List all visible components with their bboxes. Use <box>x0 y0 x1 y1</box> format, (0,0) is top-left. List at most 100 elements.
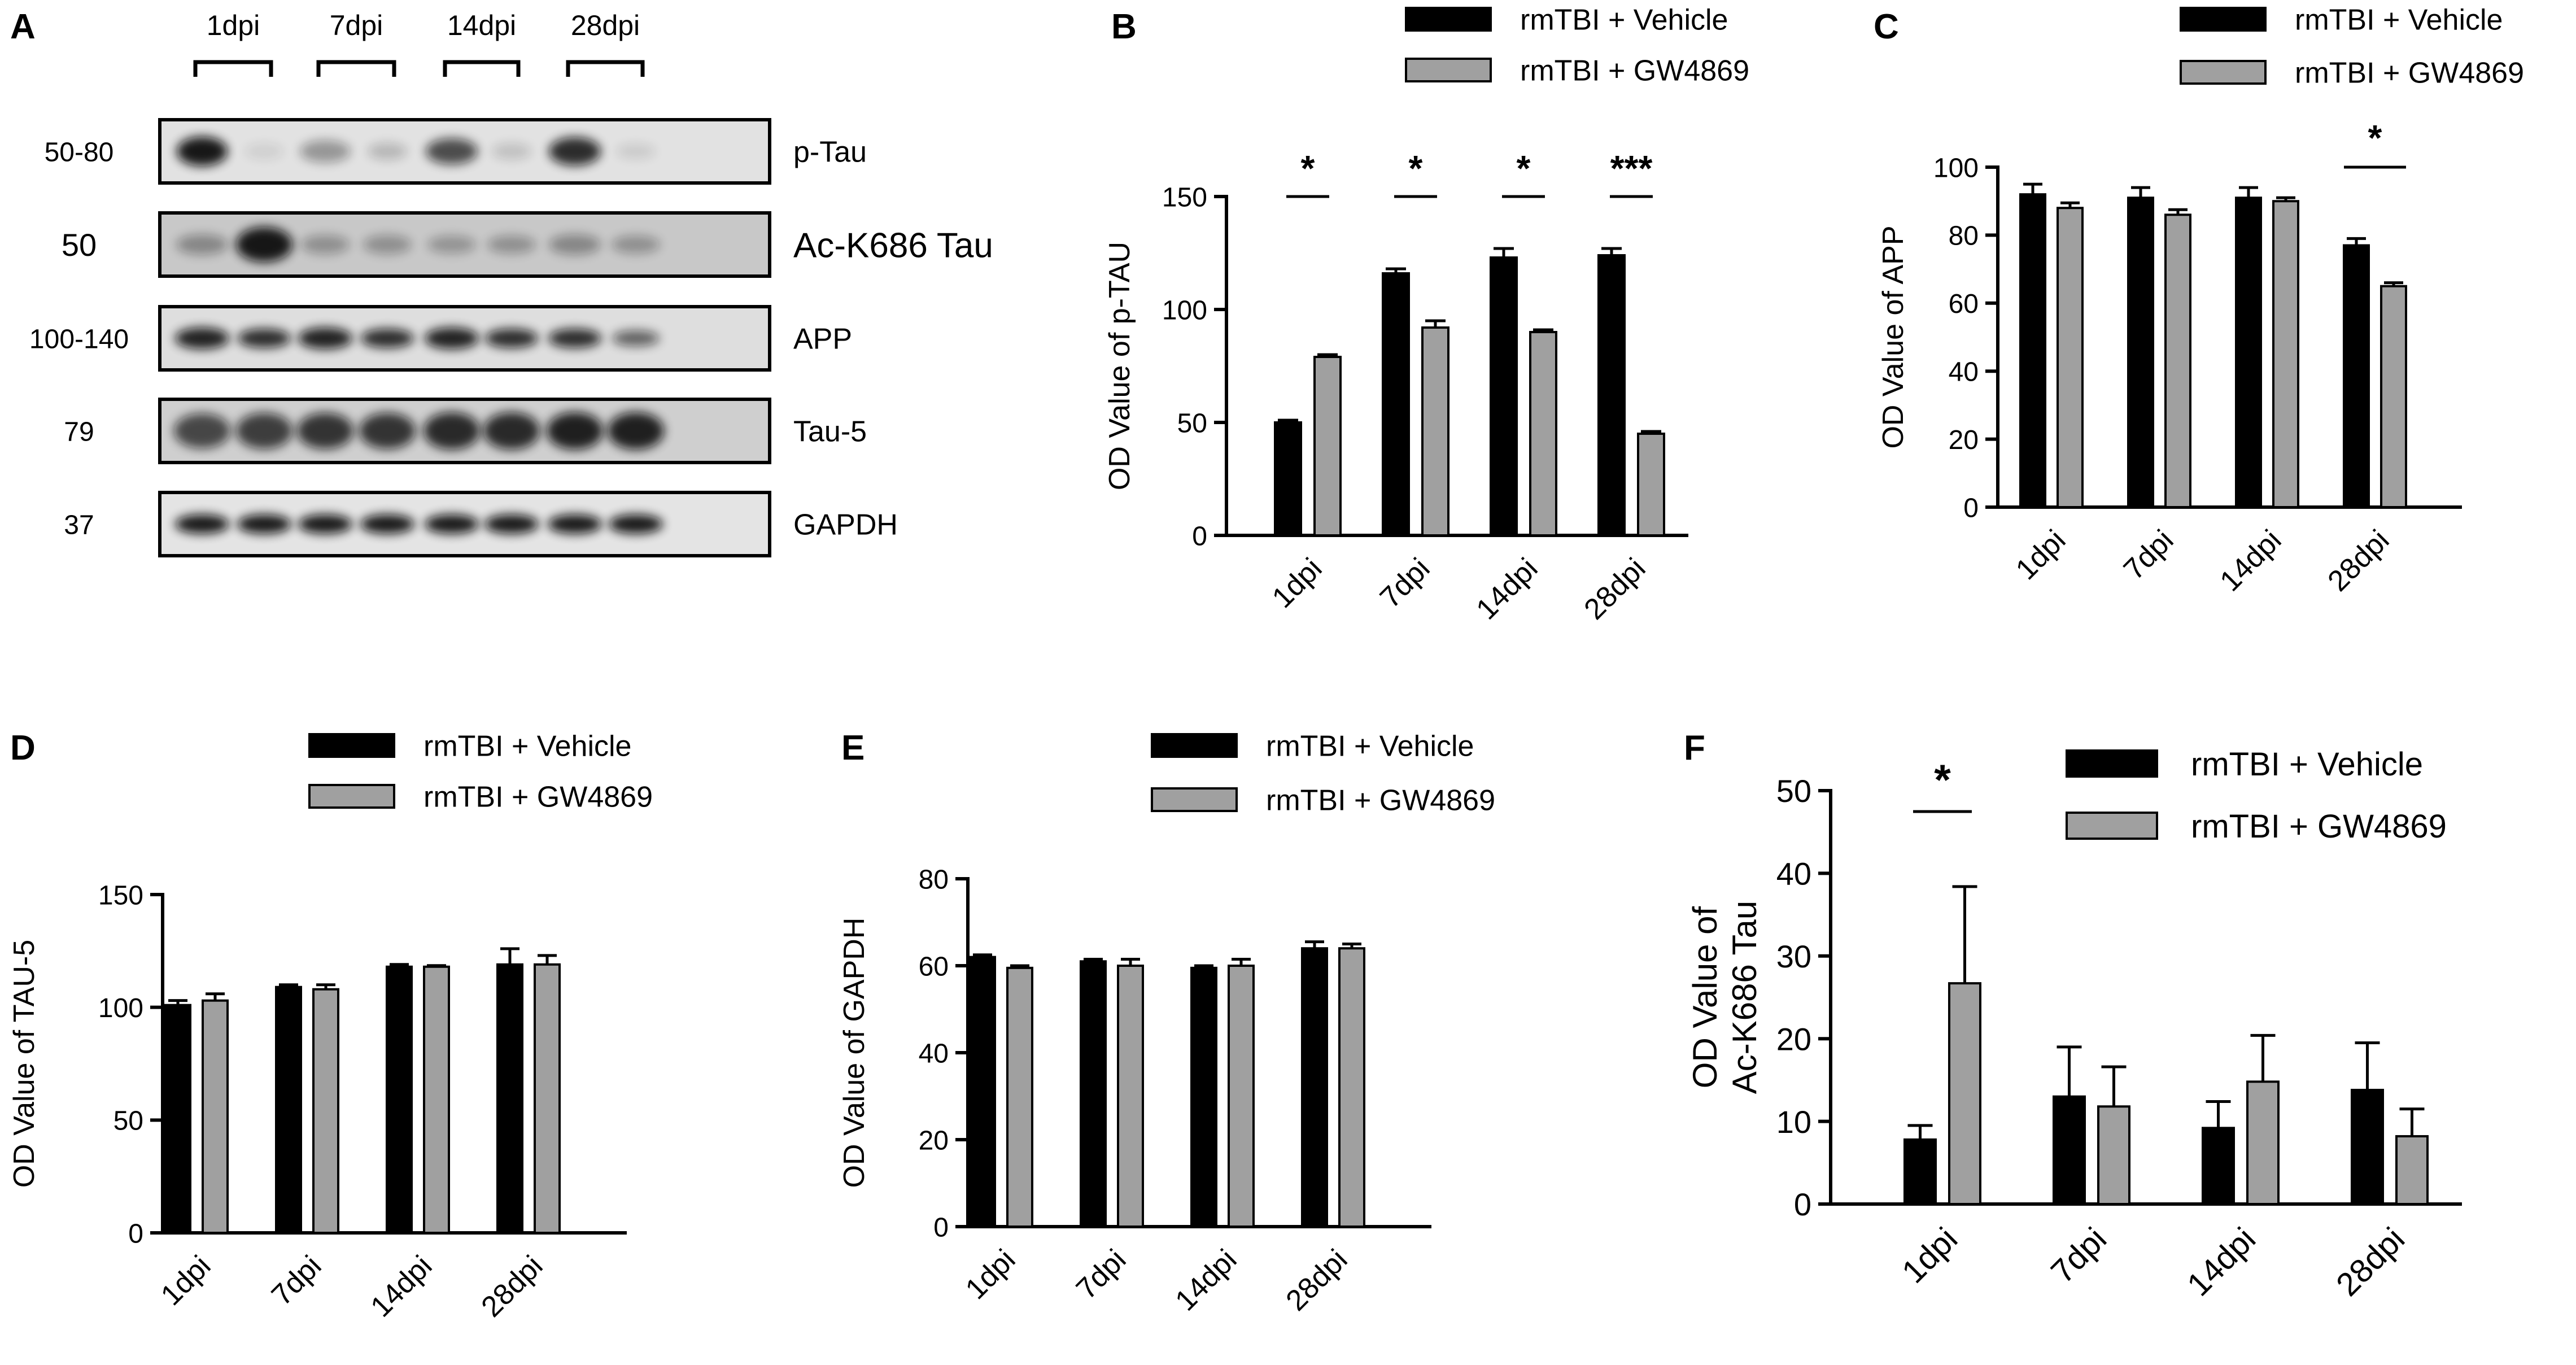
protein-label: Tau-5 <box>793 416 867 448</box>
y-axis-title: Ac-K686 Tau <box>1726 901 1763 1094</box>
protein-label: APP <box>793 323 852 356</box>
bar-gw4869 <box>534 963 561 1234</box>
blot-band <box>237 514 291 534</box>
y-tick-label: 60 <box>1949 289 1979 319</box>
legend-label: rmTBI + Vehicle <box>423 730 631 763</box>
bar-vehicle <box>386 965 413 1234</box>
y-tick-label: 0 <box>128 1219 143 1249</box>
protein-label: GAPDH <box>793 509 898 542</box>
blot-band <box>612 236 660 254</box>
molecular-weight-label: 100-140 <box>29 324 129 354</box>
blot-band <box>359 413 416 449</box>
protein-label: p-Tau <box>793 136 867 169</box>
bar-gw4869 <box>1529 331 1557 537</box>
x-tick-label: 14dpi <box>1169 1243 1243 1317</box>
legend-swatch-vehicle <box>1151 733 1238 758</box>
lane-bracket <box>316 60 396 77</box>
legend-label: rmTBI + GW4869 <box>1266 784 1495 817</box>
legend-swatch-gw4869 <box>2180 60 2267 85</box>
legend-label: rmTBI + Vehicle <box>1266 730 1474 763</box>
bar-gw4869 <box>1421 326 1449 537</box>
legend-swatch-gw4869 <box>308 784 395 809</box>
blot-band <box>361 329 414 348</box>
x-tick-label: 14dpi <box>365 1249 439 1323</box>
y-tick-label: 20 <box>919 1126 949 1155</box>
blot-band <box>485 329 538 348</box>
bar-gw4869 <box>423 965 450 1234</box>
blot-band <box>484 514 539 534</box>
bar-vehicle <box>164 1004 191 1234</box>
y-tick-label: 150 <box>1162 182 1207 212</box>
bar-gw4869 <box>1313 356 1342 537</box>
legend-label: rmTBI + GW4869 <box>1520 55 1749 88</box>
lane-bracket <box>193 60 273 77</box>
panel-letter: C <box>1874 7 1899 46</box>
blot-band <box>175 514 229 534</box>
y-axis-title: OD Value of TAU-5 <box>8 940 41 1188</box>
blot-band <box>608 412 664 450</box>
bar-gw4869 <box>2395 1135 2429 1206</box>
y-tick-label: 0 <box>1794 1187 1811 1222</box>
significance-star: * <box>2368 117 2382 158</box>
significance-star: *** <box>1610 148 1653 189</box>
blot-band <box>549 234 601 255</box>
blot-band <box>547 412 603 450</box>
legend-label: rmTBI + GW4869 <box>2295 57 2524 90</box>
blot-band <box>363 235 412 254</box>
lane-bracket <box>566 60 645 77</box>
bar-gw4869 <box>1117 965 1144 1228</box>
legend-label: rmTBI + Vehicle <box>2295 4 2503 37</box>
bar-vehicle <box>2343 244 2370 508</box>
y-tick-label: 20 <box>1949 425 1979 455</box>
blot-band <box>487 236 536 254</box>
legend-swatch-vehicle <box>2066 749 2158 778</box>
x-tick-label: 1dpi <box>1266 552 1329 614</box>
molecular-weight-label: 50-80 <box>45 137 114 167</box>
bar-gw4869 <box>312 988 339 1234</box>
blot-band <box>236 413 292 449</box>
bar-vehicle <box>2127 197 2154 508</box>
legend-swatch-gw4869 <box>2066 812 2158 840</box>
x-tick-label: 1dpi <box>959 1243 1022 1306</box>
western-blot-panel: 1dpi 7dpi 14dpi 28dpi 50-80 p-Tau 50 Ac-K686 Ta… <box>10 7 993 557</box>
y-tick-label: 100 <box>1933 153 1979 183</box>
x-tick-label: 28dpi <box>475 1249 549 1323</box>
bar-gw4869 <box>2246 1080 2280 1205</box>
bar-gw4869 <box>1338 947 1365 1228</box>
y-tick-label: 50 <box>1776 773 1811 809</box>
legend-swatch-vehicle <box>2180 7 2267 32</box>
legend-swatch-vehicle <box>1405 7 1492 32</box>
x-tick-label: 14dpi <box>2214 524 2288 598</box>
y-tick-label: 50 <box>1177 408 1207 438</box>
y-tick-label: 60 <box>919 952 949 982</box>
legend-swatch-gw4869 <box>1151 787 1238 812</box>
panel-letter: A <box>10 7 36 46</box>
blot-band <box>426 138 478 164</box>
significance-star: * <box>1301 148 1315 189</box>
bar-vehicle <box>1080 960 1107 1228</box>
x-tick-label: 7dpi <box>1374 552 1437 614</box>
protein-label: Ac-K686 Tau <box>793 226 993 265</box>
bar-vehicle <box>2202 1127 2235 1206</box>
x-tick-label: 1dpi <box>155 1249 217 1312</box>
app-chart: 0 20 40 60 80 100 OD Value of APP 1dpi 7dpi 14dpi… <box>1874 4 2524 598</box>
x-tick-label: 14dpi <box>2180 1220 2263 1303</box>
bar-vehicle <box>1903 1138 1937 1205</box>
blot-band <box>548 329 601 348</box>
panel-letter: D <box>10 729 36 767</box>
y-tick-label: 50 <box>113 1106 143 1136</box>
gapdh-chart: 0 20 40 60 80 OD Value of GAPDH 1dpi 7dpi 14dpi 2… <box>838 729 1495 1317</box>
x-tick-label: 7dpi <box>1070 1243 1133 1306</box>
legend-swatch-vehicle <box>308 733 395 758</box>
bar-gw4869 <box>202 999 229 1234</box>
blot-band <box>244 143 284 160</box>
y-tick-label: 0 <box>1963 493 1979 523</box>
bar-vehicle <box>2019 193 2046 509</box>
bar-gw4869 <box>2057 207 2084 508</box>
blot-band <box>176 234 228 255</box>
legend-label: rmTBI + GW4869 <box>423 781 653 814</box>
y-tick-label: 100 <box>1162 295 1207 325</box>
panel-letter: F <box>1684 729 1705 767</box>
x-tick-label: 7dpi <box>2117 524 2180 586</box>
molecular-weight-label: 79 <box>64 417 94 447</box>
